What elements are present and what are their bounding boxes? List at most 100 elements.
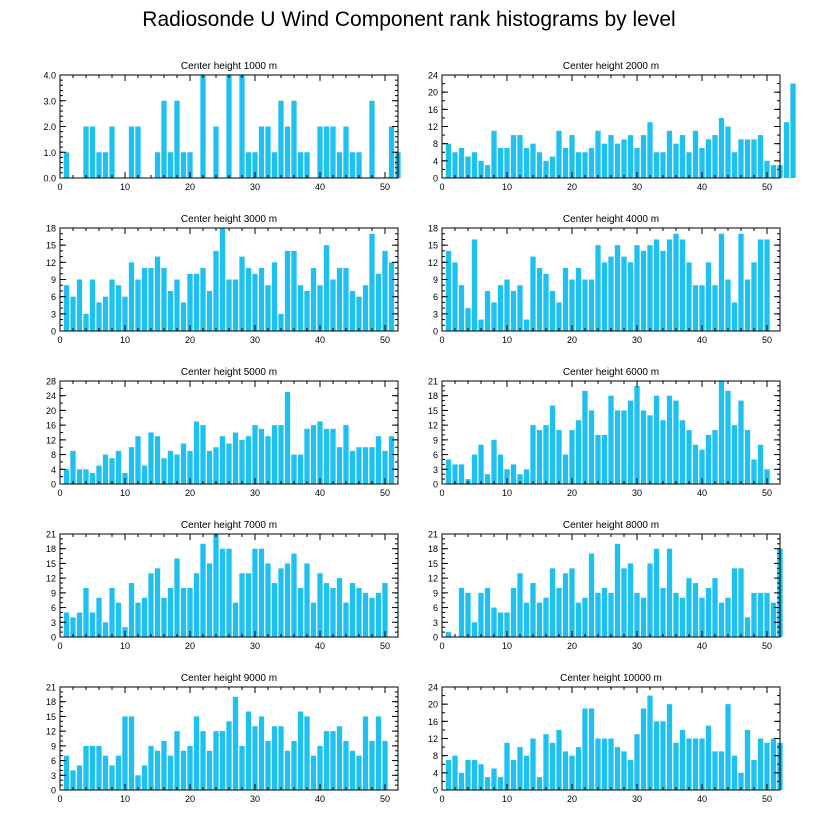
- panel-8-bar-10: [504, 612, 510, 637]
- panel-1-ytick-label: 4.0: [43, 71, 56, 81]
- panel-7-bar-11: [128, 583, 135, 637]
- panel-7-bar-7: [102, 622, 109, 637]
- panel-3-bar-51: [388, 262, 395, 331]
- panel-7-ytick-label: 6: [51, 603, 56, 613]
- panel-8-bar-32: [647, 563, 653, 637]
- panel-9-bar-44: [343, 740, 349, 790]
- panel-5-bar-30: [252, 425, 258, 484]
- panel-5-ytick-label: 24: [46, 391, 56, 401]
- panel-6-bar-49: [757, 444, 764, 484]
- panel-9-bar-17: [167, 755, 174, 790]
- panel-8-bar-49: [757, 592, 764, 637]
- panel-4-bar-41: [705, 262, 712, 331]
- panel-3-bar-8: [109, 279, 115, 331]
- panel-7-bar-3: [76, 612, 83, 637]
- panel-1-ytick-label: 1.0: [43, 148, 56, 158]
- panel-6-xtick-label: 30: [632, 488, 642, 498]
- panel-5-bar-32: [265, 436, 271, 484]
- panel-4-bar-22: [582, 279, 588, 331]
- panel-7-bar-6: [96, 597, 102, 637]
- panel-9-bar-47: [362, 716, 369, 790]
- panel-9-bar-6: [96, 745, 102, 790]
- panel-1-bar-40: [317, 126, 323, 178]
- panel-10-xtick-label: 40: [697, 794, 707, 804]
- panel-5-bar-26: [226, 443, 232, 484]
- panel-10-bar-42: [712, 751, 718, 791]
- panel-2-bar-30: [634, 147, 640, 178]
- panel-4-bar-31: [640, 250, 647, 331]
- panel-1-bar-37: [297, 152, 304, 178]
- panel-10-bar-28: [621, 751, 627, 791]
- panel-2-bar-21: [575, 152, 582, 178]
- panel-3-bar-49: [375, 273, 382, 331]
- panel-3-ytick-label: 9: [51, 275, 56, 285]
- panel-3-bar-1: [63, 285, 70, 331]
- panel-10-bar-36: [673, 742, 679, 790]
- panel-7-ytick-label: 9: [51, 588, 56, 598]
- panel-10-bar-46: [738, 772, 744, 790]
- panel-4-bar-35: [666, 239, 673, 331]
- panel-2-bar-54: [790, 83, 796, 178]
- panel-5-title: Center height 5000 m: [181, 367, 277, 378]
- panel-2-bar-2: [452, 152, 458, 178]
- panel-5-bar-22: [200, 425, 206, 484]
- panel-2-bar-5: [471, 152, 478, 178]
- panel-6-bar-1: [445, 459, 452, 484]
- panel-9-bar-22: [200, 731, 206, 790]
- panel-4-bar-30: [634, 245, 640, 331]
- panel-2-bar-42: [712, 135, 718, 178]
- panel-1-bar-33: [271, 152, 278, 178]
- panel-9-bar-34: [278, 726, 284, 790]
- panel-8-bar-35: [666, 548, 673, 637]
- panel-4-bar-19: [562, 268, 569, 331]
- panel-8-bar-27: [614, 543, 621, 637]
- panel-7-bar-21: [193, 573, 200, 637]
- panel-9-bar-37: [297, 711, 304, 790]
- panel-10-bar-8: [491, 768, 497, 790]
- panel-9-bar-49: [375, 716, 382, 790]
- panel-8-bar-28: [621, 568, 627, 637]
- panel-9-bar-41: [323, 731, 330, 790]
- panel-6-bar-3: [458, 464, 465, 484]
- panel-1-xtick-label: 20: [185, 182, 195, 192]
- panel-3-bar-12: [135, 279, 141, 331]
- panel-4-bar-13: [523, 319, 530, 331]
- panel-7-bar-20: [187, 587, 193, 637]
- panel-5-bar-28: [239, 439, 245, 484]
- panel-4-bar-5: [471, 239, 478, 331]
- panel-5-bar-21: [193, 421, 200, 484]
- panel-8-bar-47: [744, 617, 751, 637]
- panel-5-bar-35: [284, 392, 291, 484]
- panel-2-bar-16: [543, 160, 549, 178]
- panel-5-bar-12: [135, 436, 141, 484]
- panel-6-bar-42: [712, 430, 718, 484]
- panel-6-title: Center height 6000 m: [563, 367, 659, 378]
- panel-4-bar-23: [588, 279, 595, 331]
- panel-4-bar-17: [549, 290, 556, 331]
- panel-3-bar-14: [148, 268, 154, 331]
- panel-10-bar-31: [640, 708, 647, 790]
- panel-4-bar-6: [478, 319, 484, 331]
- panel-3-ytick-label: 18: [46, 224, 56, 234]
- panel-8-bar-31: [640, 597, 647, 637]
- panel-8-bar-15: [536, 602, 543, 637]
- panel-1-xtick-label: 40: [315, 182, 325, 192]
- panel-8-bar-12: [517, 573, 523, 637]
- panel-7-xtick-label: 0: [57, 641, 62, 651]
- panel-10-bar-49: [757, 738, 764, 790]
- panel-3-bar-35: [284, 250, 291, 331]
- panel-7-bar-17: [167, 587, 174, 637]
- panel-4-bar-48: [751, 262, 757, 331]
- panel-4-bar-11: [510, 290, 517, 331]
- panel-6-ytick-label: 9: [433, 435, 438, 445]
- panel-8-bar-44: [725, 597, 731, 637]
- panel-8-bar-46: [738, 568, 744, 637]
- panel-5-bar-33: [271, 425, 278, 484]
- panel-3-bar-10: [122, 296, 128, 331]
- panel-6-ytick-label: 15: [428, 406, 438, 416]
- panel-3-bar-4: [83, 313, 89, 331]
- panel-2-title: Center height 2000 m: [563, 61, 659, 72]
- panel-9-bar-24: [213, 731, 219, 790]
- panel-1-bar-41: [323, 126, 330, 178]
- panel-8-bar-5: [471, 622, 478, 637]
